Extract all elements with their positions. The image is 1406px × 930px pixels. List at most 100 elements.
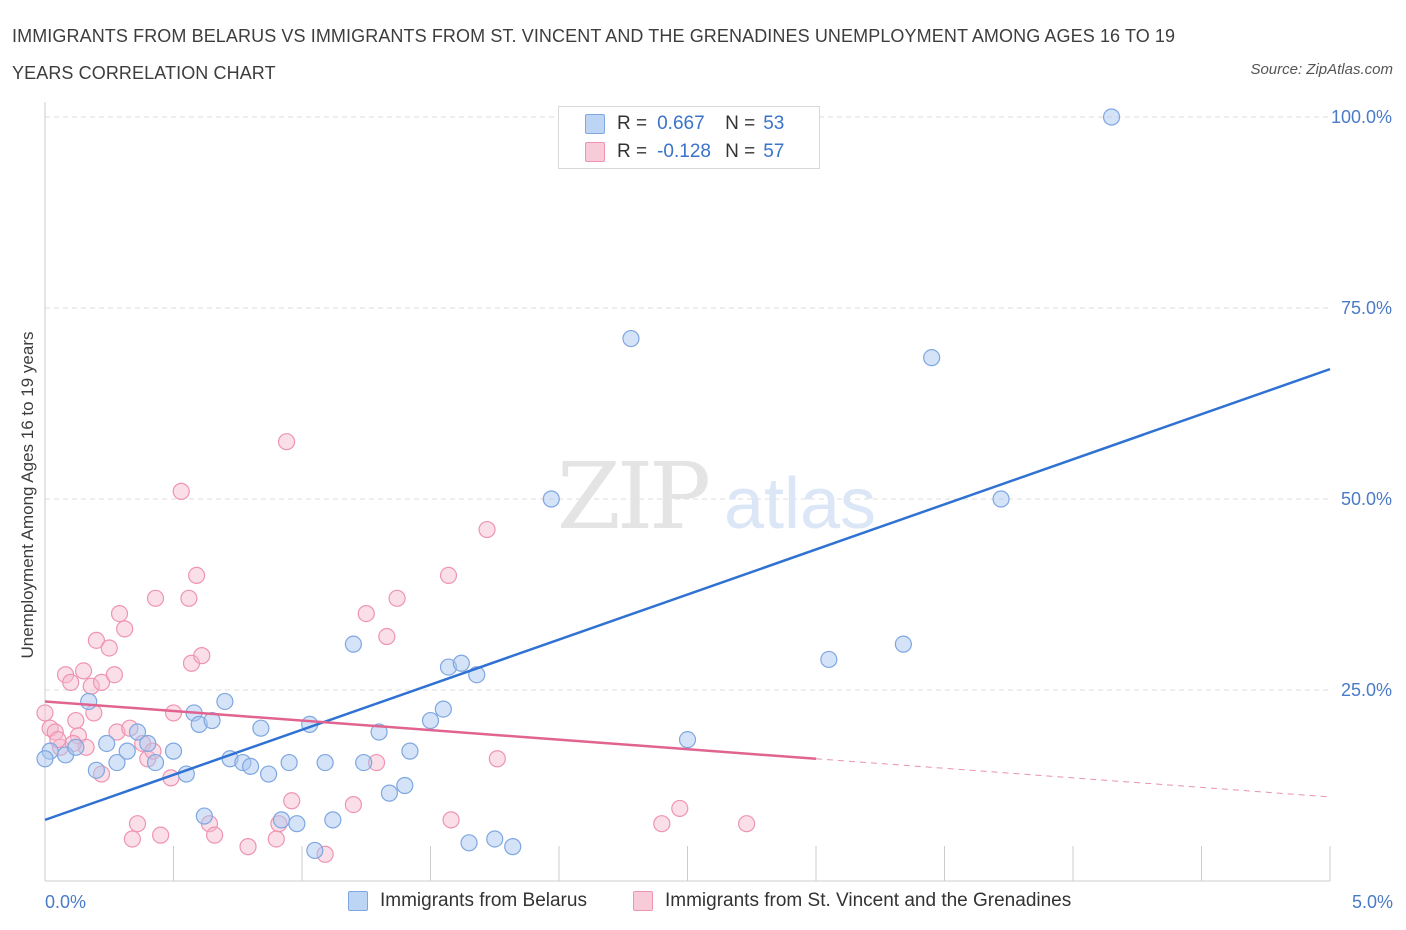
- legend-r-value: -0.128: [657, 141, 711, 162]
- y-tick-label: 100.0%: [1331, 107, 1392, 127]
- data-point-belarus: [370, 723, 388, 741]
- data-point-stvincent: [92, 673, 111, 691]
- data-point-belarus: [36, 750, 54, 768]
- data-point-stvincent: [388, 589, 406, 607]
- trend-lines: [44, 367, 1331, 822]
- data-point-stvincent: [653, 815, 671, 833]
- data-point-stvincent: [105, 666, 123, 684]
- correlation-legend: R = 0.667 N = 53 R = -0.128 N = 57: [558, 106, 820, 169]
- y-tick-label: 25.0%: [1341, 680, 1392, 700]
- data-point-stvincent: [239, 838, 257, 856]
- data-point-belarus: [288, 815, 306, 833]
- legend-n-value: 53: [763, 113, 785, 134]
- data-point-belarus: [401, 742, 419, 760]
- data-point-stvincent: [442, 811, 460, 829]
- data-point-belarus: [355, 753, 373, 772]
- data-point-belarus: [1102, 108, 1121, 126]
- data-point-stvincent: [283, 792, 301, 810]
- legend-r-value: 0.667: [657, 113, 705, 134]
- data-point-belarus: [486, 830, 504, 848]
- legend-item-belarus[interactable]: Immigrants from Belarus: [348, 890, 587, 912]
- data-point-stvincent: [206, 826, 224, 844]
- legend-r-label: R =: [617, 141, 648, 162]
- data-point-stvincent: [62, 673, 80, 691]
- data-point-belarus: [923, 349, 941, 367]
- data-point-belarus: [87, 761, 106, 779]
- legend-item-stvincent[interactable]: Immigrants from St. Vincent and the Gren…: [633, 890, 1071, 912]
- legend-swatch-pink: [633, 891, 653, 911]
- data-point-belarus: [306, 841, 324, 860]
- legend-n-label: N =: [725, 141, 756, 162]
- legend-swatch-blue: [348, 891, 368, 911]
- tick-labels: 25.0% 50.0% 75.0% 100.0% 0.0% 5.0%: [45, 107, 1393, 912]
- data-point-stvincent: [146, 589, 165, 607]
- data-point-stvincent: [277, 433, 296, 451]
- legend-row-stvincent: R = -0.128 N = 57: [585, 138, 784, 166]
- data-point-stvincent: [87, 631, 106, 649]
- data-point-stvincent: [110, 604, 129, 623]
- data-point-belarus: [452, 654, 470, 672]
- data-point-belarus: [242, 757, 260, 776]
- legend-n-value: 57: [763, 141, 785, 162]
- data-point-belarus: [894, 635, 912, 653]
- legend-label-belarus: Immigrants from Belarus: [380, 890, 587, 911]
- data-point-belarus: [542, 490, 560, 508]
- y-tick-label: 50.0%: [1341, 489, 1392, 509]
- data-point-stvincent: [478, 520, 496, 539]
- data-point-belarus: [164, 742, 183, 760]
- data-point-belarus: [504, 838, 522, 856]
- data-point-stvincent: [123, 830, 141, 848]
- y-tick-label: 75.0%: [1341, 298, 1392, 318]
- data-point-belarus: [396, 776, 414, 795]
- data-point-stvincent: [738, 815, 756, 833]
- data-point-stvincent: [357, 604, 375, 623]
- data-point-belarus: [622, 329, 640, 348]
- legend-swatch-blue: [585, 114, 605, 134]
- data-point-stvincent: [164, 704, 183, 722]
- data-point-belarus: [118, 742, 136, 760]
- legend-r-label: R =: [617, 113, 648, 134]
- data-point-belarus: [460, 834, 478, 852]
- data-point-belarus: [272, 811, 291, 829]
- data-point-belarus: [128, 723, 147, 741]
- trend-line-belarus: [44, 367, 1331, 822]
- data-point-belarus: [80, 692, 98, 711]
- watermark-atlas: atlas: [724, 464, 876, 544]
- data-point-stvincent: [36, 704, 54, 722]
- data-point-belarus: [324, 811, 342, 829]
- data-point-belarus: [434, 700, 452, 718]
- data-point-stvincent: [67, 711, 85, 730]
- data-point-belarus: [259, 765, 278, 783]
- data-point-stvincent: [100, 639, 118, 657]
- data-point-belarus: [216, 692, 234, 711]
- data-point-stvincent: [344, 795, 362, 814]
- data-point-belarus: [108, 753, 126, 772]
- watermark-zip: ZIP: [557, 443, 708, 550]
- data-point-stvincent: [488, 750, 506, 768]
- data-point-belarus: [820, 650, 838, 669]
- data-point-stvincent: [267, 830, 285, 848]
- data-point-stvincent: [180, 589, 198, 607]
- legend-n-label: N =: [725, 113, 756, 134]
- data-point-stvincent: [188, 566, 206, 585]
- data-point-stvincent: [671, 799, 689, 818]
- data-point-stvincent: [378, 627, 396, 646]
- data-point-stvincent: [128, 815, 147, 833]
- x-tick-label: 0.0%: [45, 892, 86, 912]
- data-point-belarus: [203, 711, 221, 730]
- data-point-stvincent: [172, 482, 190, 500]
- legend-label-stvincent: Immigrants from St. Vincent and the Gren…: [665, 890, 1072, 911]
- series-belarus-points: [36, 108, 1121, 860]
- series-stvincent-points: [36, 433, 756, 863]
- data-point-belarus: [344, 635, 362, 653]
- legend-swatch-pink: [585, 142, 605, 162]
- data-point-belarus: [421, 711, 440, 730]
- grid-lines: [45, 116, 1330, 691]
- x-tick-label: 5.0%: [1352, 892, 1393, 912]
- data-point-belarus: [380, 784, 398, 802]
- data-point-belarus: [252, 719, 270, 737]
- data-point-belarus: [195, 807, 213, 825]
- data-point-belarus: [146, 753, 165, 772]
- data-point-stvincent: [116, 620, 134, 638]
